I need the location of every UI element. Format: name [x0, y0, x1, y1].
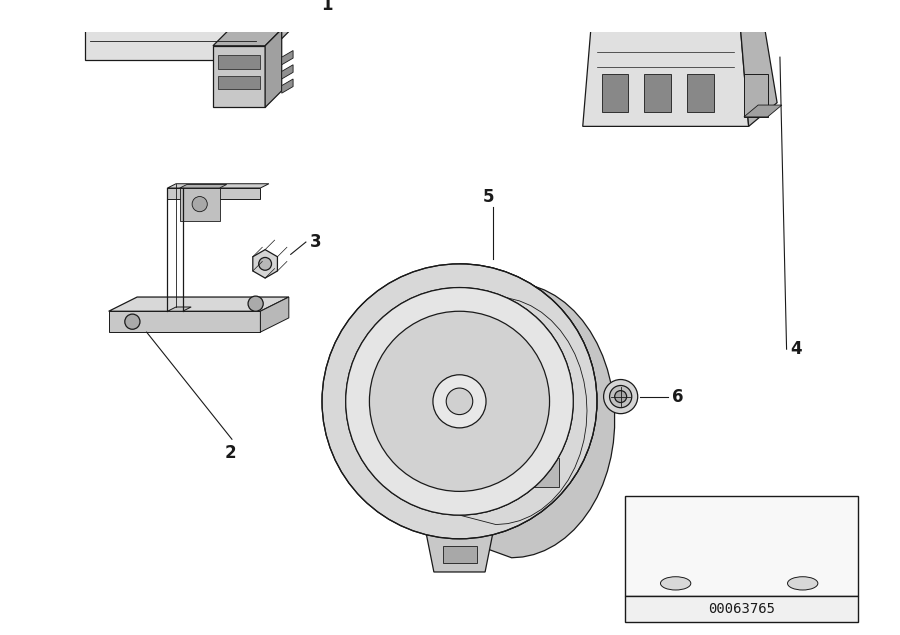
Text: 5: 5	[483, 189, 495, 206]
Polygon shape	[253, 250, 277, 278]
Polygon shape	[260, 0, 293, 60]
Circle shape	[604, 380, 638, 413]
Circle shape	[192, 197, 207, 211]
Polygon shape	[744, 74, 768, 117]
Circle shape	[346, 288, 573, 515]
Text: 3: 3	[310, 233, 321, 251]
Circle shape	[433, 375, 486, 428]
Circle shape	[369, 311, 550, 491]
Polygon shape	[282, 79, 293, 93]
Bar	[626, 596, 858, 622]
Polygon shape	[592, 0, 749, 13]
Polygon shape	[687, 74, 714, 112]
Circle shape	[125, 314, 140, 330]
Text: 00063765: 00063765	[708, 602, 775, 616]
Circle shape	[446, 388, 472, 415]
Polygon shape	[213, 29, 282, 46]
Polygon shape	[218, 76, 260, 90]
Polygon shape	[180, 188, 220, 221]
Polygon shape	[213, 46, 266, 107]
Polygon shape	[167, 184, 269, 188]
Ellipse shape	[661, 577, 691, 590]
Circle shape	[258, 257, 272, 271]
Circle shape	[248, 296, 263, 311]
Circle shape	[369, 311, 550, 491]
Polygon shape	[266, 29, 282, 107]
Polygon shape	[282, 51, 293, 65]
Circle shape	[346, 288, 573, 515]
Polygon shape	[180, 184, 227, 188]
Polygon shape	[460, 288, 587, 525]
Polygon shape	[109, 311, 260, 332]
Text: 4: 4	[790, 340, 802, 358]
Circle shape	[322, 264, 597, 539]
Polygon shape	[460, 264, 615, 558]
Polygon shape	[744, 105, 782, 117]
Polygon shape	[427, 534, 492, 572]
Polygon shape	[109, 297, 289, 311]
Text: 6: 6	[672, 387, 683, 406]
Polygon shape	[260, 297, 289, 332]
Ellipse shape	[788, 577, 818, 590]
Polygon shape	[167, 307, 191, 311]
Bar	[626, 496, 858, 596]
Polygon shape	[85, 0, 260, 60]
Polygon shape	[444, 546, 476, 563]
Polygon shape	[526, 458, 559, 486]
Circle shape	[615, 391, 626, 403]
Polygon shape	[282, 65, 293, 79]
Polygon shape	[167, 188, 260, 199]
Text: 1: 1	[321, 0, 333, 15]
Polygon shape	[218, 55, 260, 69]
Text: 2: 2	[224, 443, 236, 462]
Polygon shape	[739, 0, 777, 126]
Polygon shape	[582, 13, 749, 126]
Circle shape	[609, 385, 632, 408]
Polygon shape	[602, 74, 628, 112]
Polygon shape	[644, 74, 670, 112]
